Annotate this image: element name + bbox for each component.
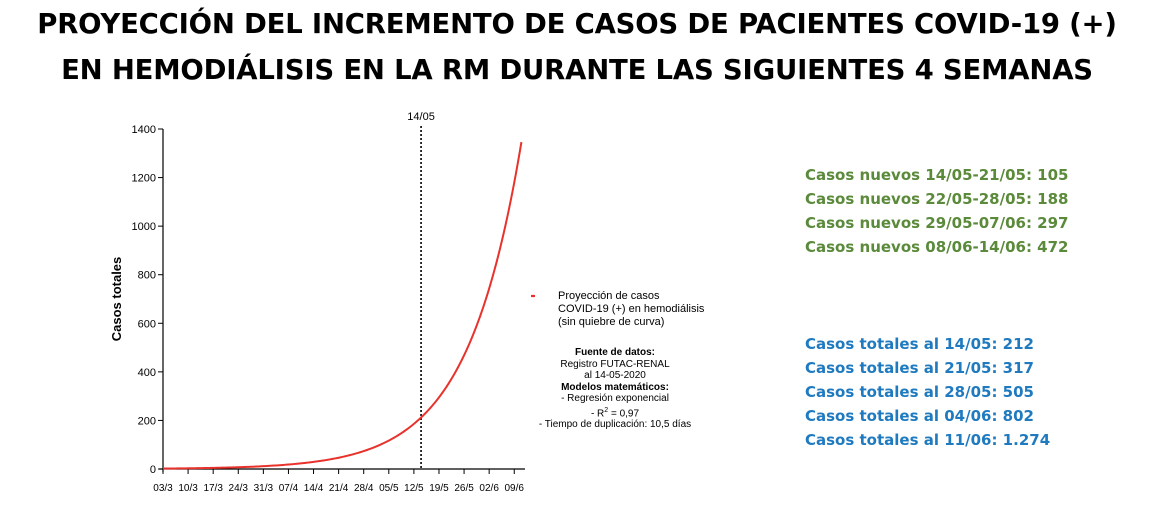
title-line-1: PROYECCIÓN DEL INCREMENTO DE CASOS DE PA…: [37, 8, 1117, 40]
model-2: - Tiempo de duplicación: 10,5 días: [538, 419, 692, 431]
y-tick-label: 800: [138, 270, 156, 282]
new-cases-2: Casos nuevos 22/05-28/05: 188: [805, 190, 1069, 208]
source-heading: Fuente de datos:: [574, 347, 655, 358]
x-tick-label: 02/6: [479, 483, 499, 494]
x-tick-label: 14/4: [304, 483, 324, 494]
legend-line-3: (sin quiebre de curva): [558, 316, 665, 328]
x-tick-label: 07/4: [279, 483, 299, 494]
data-source-note: Fuente de datos: Registro FUTAC-RENAL al…: [520, 347, 710, 431]
projection-series-line: [162, 141, 523, 470]
total-cases-2: Casos totales al 21/05: 317: [805, 359, 1034, 377]
legend-entry-text: Proyección de casos COVID-19 (+) en hemo…: [558, 290, 758, 329]
total-cases-1: Casos totales al 14/05: 212: [805, 335, 1034, 353]
x-tick-label: 17/3: [203, 483, 223, 494]
total-cases-3: Casos totales al 28/05: 505: [805, 383, 1034, 401]
x-tick-label: 05/5: [379, 483, 399, 494]
new-cases-3: Casos nuevos 29/05-07/06: 297: [805, 214, 1069, 232]
y-tick-label: 0: [150, 464, 156, 476]
y-tick-label: 200: [138, 415, 156, 427]
y-tick-label: 600: [138, 318, 156, 330]
x-tick-label: 12/5: [404, 483, 424, 494]
total-cases-4: Casos totales al 04/06: 802: [805, 407, 1034, 425]
x-tick-label: 21/4: [329, 483, 349, 494]
new-cases-1: Casos nuevos 14/05-21/05: 105: [805, 166, 1069, 184]
model-r2: - R2 = 0,97: [590, 406, 640, 419]
source-line-1: Registro FUTAC-RENAL: [560, 358, 670, 370]
x-tick-label: 09/6: [505, 483, 525, 494]
models-heading: Modelos matemáticos:: [561, 381, 669, 393]
y-axis-label: Casos totales: [109, 257, 124, 342]
title-line-2: EN HEMODIÁLISIS EN LA RM DURANTE LAS SIG…: [61, 54, 1093, 86]
annotation-label: 14/05: [407, 111, 435, 123]
x-tick-label: 03/3: [153, 483, 173, 494]
source-line-2: al 14-05-2020: [584, 370, 646, 381]
y-tick-label: 400: [138, 367, 156, 379]
model-1: - Regresión exponencial: [561, 393, 669, 404]
new-cases-4: Casos nuevos 08/06-14/06: 472: [805, 238, 1069, 256]
y-tick-label: 1400: [132, 124, 156, 136]
x-tick-label: 24/3: [229, 483, 249, 494]
x-tick-label: 19/5: [429, 483, 449, 494]
y-tick-label: 1200: [132, 173, 156, 185]
legend-line-1: Proyección de casos: [558, 290, 660, 302]
x-tick-label: 10/3: [178, 483, 198, 494]
x-tick-label: 28/4: [354, 483, 374, 494]
projection-chart: 0 200 400 600 800 1000 1200 1400 03/3 10/3 17/3 24/…: [109, 111, 535, 494]
y-tick-label: 1000: [132, 221, 156, 233]
x-tick-label: 31/3: [254, 483, 274, 494]
x-tick-label: 26/5: [454, 483, 474, 494]
legend-line-2: COVID-19 (+) en hemodiálisis: [558, 303, 705, 315]
total-cases-5: Casos totales al 11/06: 1.274: [805, 431, 1051, 449]
